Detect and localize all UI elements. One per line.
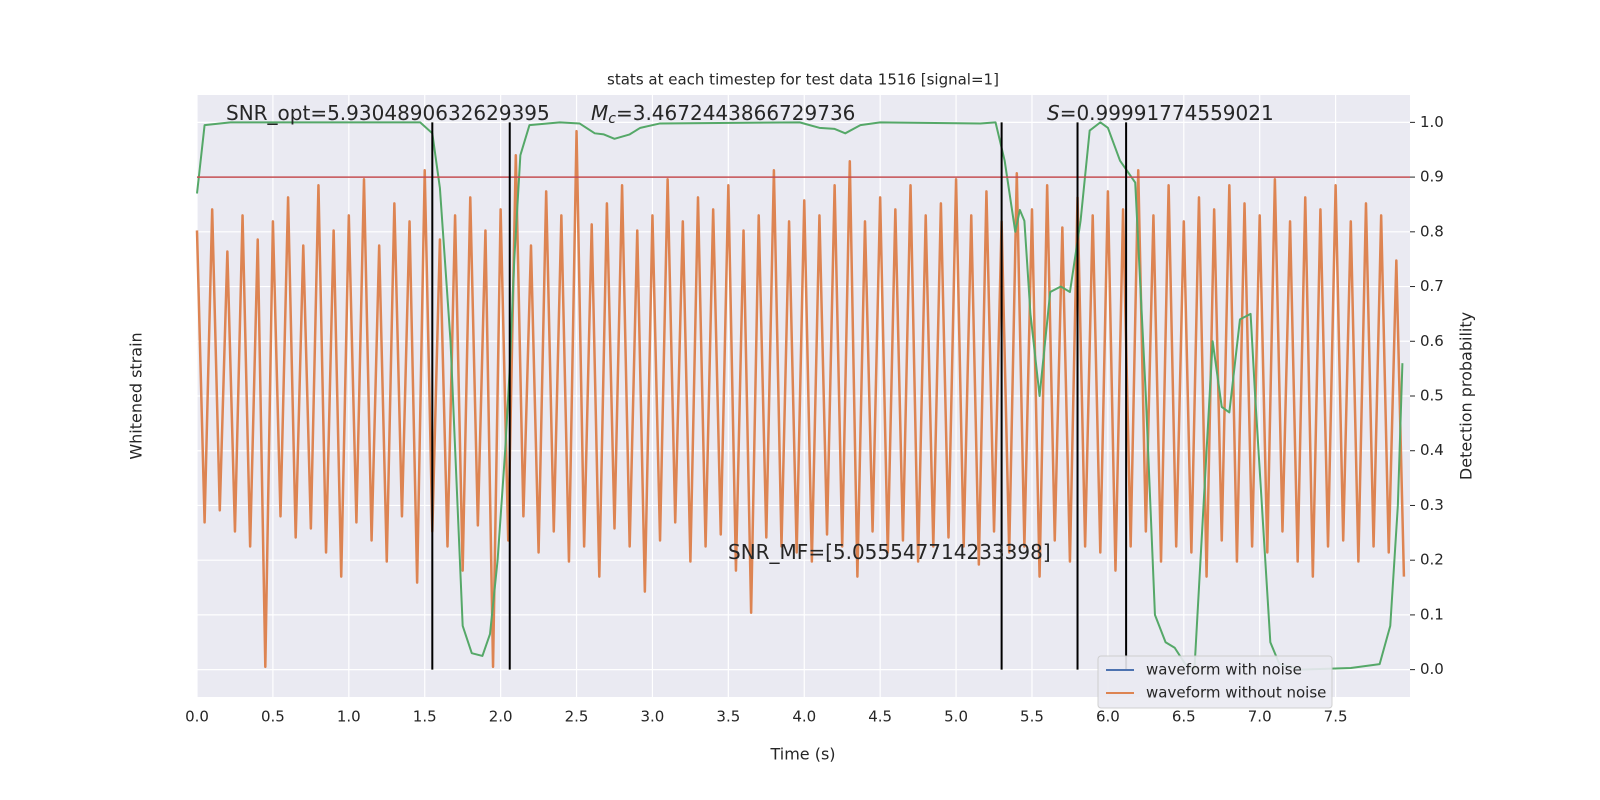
annotation-text: =0.99991774559021 bbox=[1060, 101, 1274, 125]
annotation: Mc=3.4672443866729736 bbox=[591, 101, 855, 128]
y2-tick-label: 1.0 bbox=[1420, 113, 1444, 131]
x-tick-label: 6.0 bbox=[1096, 708, 1120, 726]
y2-tick-label: 0.4 bbox=[1420, 441, 1444, 459]
x-axis-label: Time (s) bbox=[769, 745, 835, 764]
y2-tick-label: 0.9 bbox=[1420, 168, 1444, 186]
annotation-subscript: c bbox=[608, 111, 616, 127]
y-axis-label: Whitened strain bbox=[127, 332, 146, 459]
y2-tick-label: 0.0 bbox=[1420, 660, 1444, 678]
x-tick-label: 5.0 bbox=[944, 708, 968, 726]
y2-tick-label: 0.6 bbox=[1420, 332, 1444, 350]
annotation: SNR_opt=5.9304890632629395 bbox=[226, 101, 550, 125]
legend-label: waveform without noise bbox=[1146, 684, 1326, 702]
annotation: S=0.99991774559021 bbox=[1047, 101, 1274, 125]
annotation-text: =3.4672443866729736 bbox=[616, 101, 855, 125]
annotation-symbol: S bbox=[1047, 101, 1060, 125]
y2-tick-label: 0.2 bbox=[1420, 551, 1444, 569]
x-tick-label: 4.0 bbox=[792, 708, 816, 726]
annotation: SNR_MF=[5.055547714233398] bbox=[728, 540, 1051, 564]
x-tick-label: 3.0 bbox=[641, 708, 665, 726]
legend-box bbox=[1097, 655, 1333, 709]
annotation-symbol: M bbox=[591, 101, 608, 125]
x-tick-label: 2.0 bbox=[489, 708, 513, 726]
x-tick-label: 6.5 bbox=[1172, 708, 1196, 726]
y2-tick-label: 0.8 bbox=[1420, 222, 1444, 240]
x-tick-label: 4.5 bbox=[868, 708, 892, 726]
y2-tick-label: 0.5 bbox=[1420, 387, 1444, 405]
x-tick-label: 1.5 bbox=[413, 708, 437, 726]
x-tick-label: 5.5 bbox=[1020, 708, 1044, 726]
y2-tick-label: 0.1 bbox=[1420, 605, 1444, 623]
chart-title: stats at each timestep for test data 151… bbox=[607, 71, 999, 89]
y2-tick-label: 0.3 bbox=[1420, 496, 1444, 514]
annotation-text: SNR_opt=5.9304890632629395 bbox=[226, 101, 550, 125]
legend-label: waveform with noise bbox=[1146, 661, 1302, 679]
series-line bbox=[195, 129, 1406, 669]
x-tick-label: 3.5 bbox=[716, 708, 740, 726]
x-tick-label: 7.5 bbox=[1324, 708, 1348, 726]
x-tick-label: 7.0 bbox=[1248, 708, 1272, 726]
x-tick-label: 0.0 bbox=[185, 708, 209, 726]
x-tick-label: 0.5 bbox=[261, 708, 285, 726]
x-tick-label: 2.5 bbox=[565, 708, 589, 726]
series-line bbox=[196, 121, 1404, 671]
annotation-text: SNR_MF=[5.055547714233398] bbox=[728, 540, 1051, 564]
y2-tick-label: 0.7 bbox=[1420, 277, 1444, 295]
y2-axis-label: Detection probability bbox=[1457, 312, 1476, 480]
x-tick-label: 1.0 bbox=[337, 708, 361, 726]
